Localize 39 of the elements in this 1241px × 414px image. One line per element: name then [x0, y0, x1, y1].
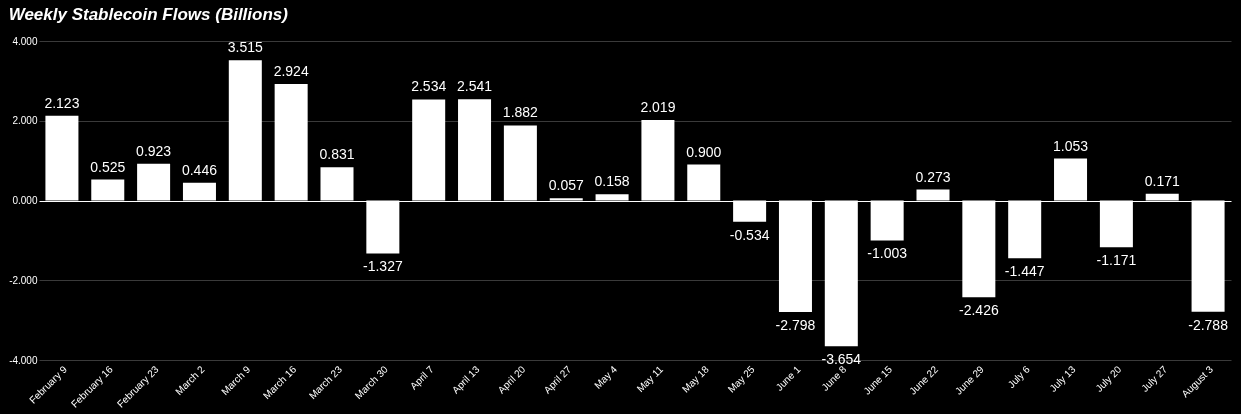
data-label: 0.446	[181, 161, 218, 178]
data-label: 0.923	[136, 142, 172, 159]
data-label: 0.158	[594, 173, 630, 190]
data-label: -2.426	[958, 302, 999, 319]
y-tick-label: -2.000	[9, 274, 38, 286]
data-label: -2.788	[1188, 316, 1229, 333]
data-label: -1.447	[1004, 263, 1045, 280]
x-tick-label: May 4	[592, 363, 620, 391]
data-label: -1.171	[1096, 252, 1137, 269]
x-tick-label: July 20	[1093, 363, 1124, 394]
x-tick-label: July 13	[1047, 363, 1078, 394]
data-label: 0.273	[915, 168, 951, 185]
x-tick-label: May 11	[634, 363, 666, 395]
data-label: 2.541	[457, 78, 493, 95]
data-label: 2.534	[411, 78, 447, 95]
data-label: 2.019	[640, 98, 676, 115]
data-label: 1.053	[1053, 137, 1089, 154]
x-tick-label: July 6	[1005, 363, 1033, 391]
data-label: 1.882	[502, 104, 539, 121]
y-tick-label: 0.000	[12, 195, 38, 206]
data-label: -1.003	[867, 245, 908, 262]
data-label: -1.327	[362, 258, 403, 275]
y-tick-label: -4.000	[9, 354, 38, 366]
data-label: 2.924	[273, 62, 309, 79]
x-tick-label: May 18	[679, 363, 712, 395]
y-tick-label: 2.000	[12, 115, 38, 127]
chart-title: Weekly Stablecoin Flows (Billions)	[8, 5, 289, 24]
data-label: 0.171	[1144, 172, 1180, 189]
data-label: 0.057	[548, 177, 584, 194]
data-label: 2.123	[44, 94, 80, 111]
x-tick-label: July 27	[1139, 363, 1170, 394]
data-label: 0.525	[90, 158, 126, 175]
data-label: 0.831	[319, 146, 355, 163]
y-tick-label: 4.000	[12, 35, 38, 47]
x-tick-label: May 25	[725, 363, 757, 395]
data-label: 0.900	[686, 143, 722, 160]
data-label: -2.798	[775, 317, 816, 334]
data-label: -0.534	[729, 226, 770, 243]
data-label: 3.515	[227, 39, 264, 56]
